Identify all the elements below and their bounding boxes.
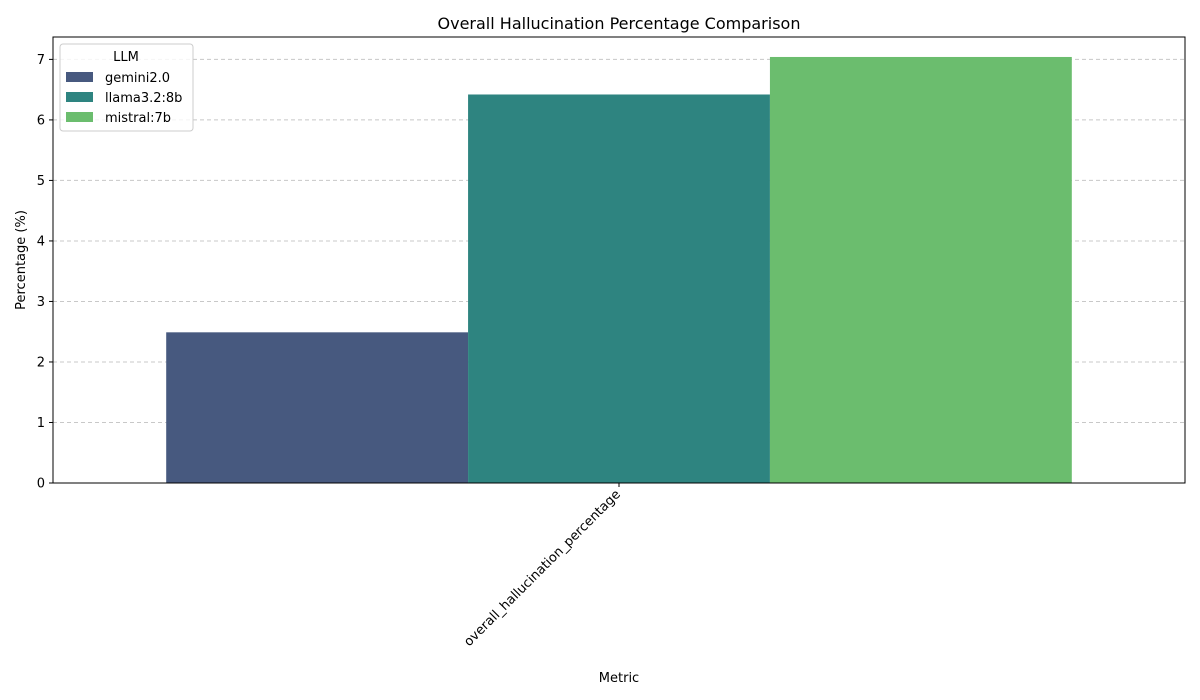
bar-llama3-2-8b (468, 94, 770, 484)
y-tick-label: 0 (37, 477, 45, 492)
bar-mistral-7b (769, 56, 1072, 483)
legend-swatch (66, 92, 93, 102)
legend-title: LLM (113, 50, 139, 65)
y-tick-label: 2 (37, 355, 45, 370)
legend-label: llama3.2:8b (105, 91, 182, 106)
y-axis-ticks: 0 1 2 3 4 5 6 7 (37, 53, 53, 492)
legend-swatch (66, 112, 93, 122)
bar-gemini2-0 (166, 332, 469, 483)
x-axis-ticks: overall_hallucination_percentage (461, 483, 624, 650)
y-tick-label: 6 (37, 113, 45, 128)
y-tick-label: 1 (37, 416, 45, 431)
chart-title: Overall Hallucination Percentage Compari… (438, 14, 801, 33)
x-tick-label: overall_hallucination_percentage (461, 487, 623, 649)
y-tick-label: 4 (37, 234, 45, 249)
legend-label: gemini2.0 (105, 71, 170, 86)
legend: LLM gemini2.0 llama3.2:8b mistral:7b (59, 43, 194, 132)
legend-label: mistral:7b (105, 111, 171, 126)
x-axis-label: Metric (599, 671, 639, 686)
y-axis-label: Percentage (%) (14, 210, 29, 310)
y-tick-label: 5 (37, 174, 45, 189)
legend-swatch (66, 72, 93, 82)
legend-box (59, 43, 194, 132)
y-tick-label: 7 (37, 53, 45, 68)
legend-items: gemini2.0 llama3.2:8b mistral:7b (66, 71, 182, 126)
y-tick-label: 3 (37, 295, 45, 310)
bars (166, 56, 1072, 484)
